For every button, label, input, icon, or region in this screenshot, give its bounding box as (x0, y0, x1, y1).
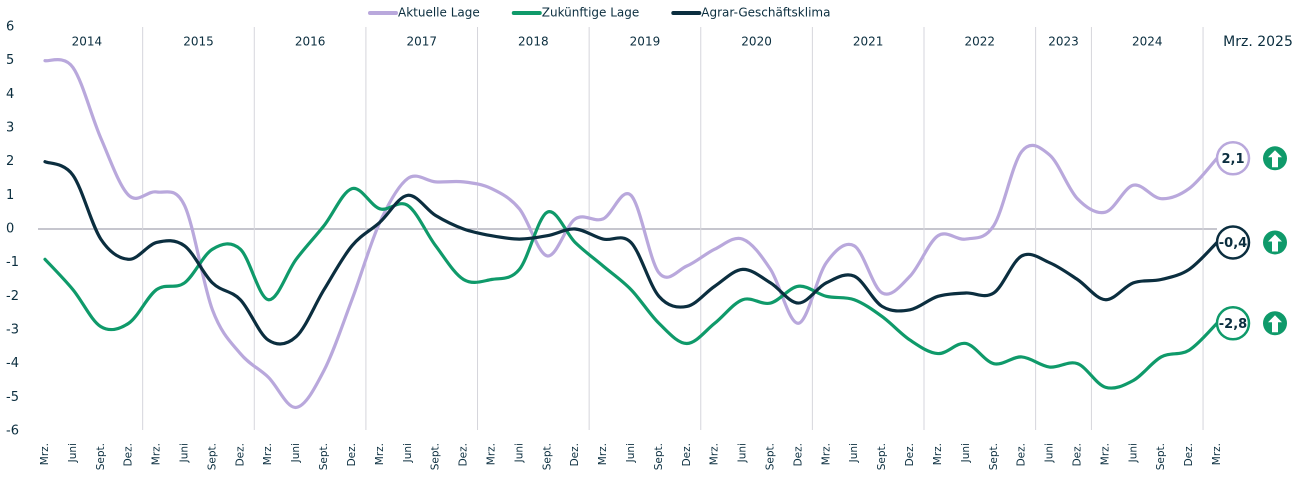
month-label: Juni (290, 443, 302, 463)
year-label: 2020 (741, 35, 772, 49)
month-label: Mrz. (151, 443, 163, 465)
month-label: Sept. (206, 443, 218, 470)
month-label: Dez. (346, 443, 358, 466)
trend-arrow (1268, 315, 1282, 333)
trend-arrow (1268, 150, 1282, 168)
year-label: 2017 (406, 35, 437, 49)
month-label: Sept. (318, 443, 330, 470)
year-label: 2019 (630, 35, 661, 49)
month-label: Dez. (234, 443, 246, 466)
y-tick-label: 0 (6, 222, 14, 237)
end-marker (1215, 306, 1251, 341)
series-line (43, 186, 1219, 390)
month-label: Sept. (653, 443, 665, 470)
legend-label: Zukünftige Lage (542, 6, 640, 20)
month-label: Juni (513, 443, 525, 463)
month-label: Dez. (1071, 443, 1083, 466)
month-label: Sept. (765, 443, 777, 470)
year-label: 2022 (965, 35, 996, 49)
end-value-label: -2,8 (1219, 317, 1247, 332)
month-label: Sept. (988, 443, 1000, 470)
y-tick-label: 3 (6, 121, 14, 136)
month-label: Dez. (904, 443, 916, 466)
y-tick-label: 6 (6, 20, 14, 35)
y-tick-label: 4 (6, 87, 14, 102)
month-label: Dez. (458, 443, 470, 466)
y-tick-label: -2 (6, 289, 19, 304)
month-label: Mrz. (39, 443, 51, 465)
legend-label: Agrar-Geschäftsklima (701, 6, 830, 20)
month-label: Mrz. (1099, 443, 1111, 465)
legend-label: Aktuelle Lage (398, 6, 480, 20)
month-label: Mrz. (485, 443, 497, 465)
end-value-label: 2,1 (1221, 152, 1244, 167)
year-label: 2014 (72, 35, 103, 49)
y-tick-label: -1 (6, 255, 19, 270)
end-value-label: -0,4 (1219, 236, 1247, 251)
y-tick-label: -5 (6, 390, 19, 405)
month-label: Mrz. (374, 443, 386, 465)
y-tick-label: -6 (6, 424, 19, 439)
year-label: 2016 (295, 35, 326, 49)
month-label: Mrz. (709, 443, 721, 465)
month-label: Juni (1044, 443, 1056, 463)
year-label: Mrz. 2025 (1223, 34, 1293, 50)
month-label: Mrz. (932, 443, 944, 465)
year-label: 2021 (853, 35, 884, 49)
month-label: Juni (179, 443, 191, 463)
month-label: Dez. (1016, 443, 1028, 466)
month-label: Sept. (95, 443, 107, 470)
series-line (43, 160, 1219, 346)
end-marker (1215, 225, 1251, 260)
month-label: Juni (960, 443, 972, 463)
month-label: Dez. (1183, 443, 1195, 466)
month-label: Mrz. (1211, 443, 1223, 465)
month-label: Juni (848, 443, 860, 463)
month-label: Mrz. (262, 443, 274, 465)
month-label: Sept. (876, 443, 888, 470)
y-tick-label: 1 (6, 188, 14, 203)
month-label: Dez. (123, 443, 135, 466)
y-tick-label: 2 (6, 154, 14, 169)
end-marker (1215, 141, 1251, 176)
year-label: 2024 (1132, 35, 1163, 49)
y-tick-label: 5 (6, 53, 14, 68)
series-line (43, 58, 1219, 410)
month-label: Sept. (1155, 443, 1167, 470)
year-label: 2015 (183, 35, 214, 49)
month-label: Mrz. (820, 443, 832, 465)
trend-arrow (1268, 234, 1282, 252)
month-label: Juni (737, 443, 749, 463)
month-label: Sept. (541, 443, 553, 470)
month-label: Juni (67, 443, 79, 463)
year-label: 2023 (1048, 35, 1079, 49)
y-tick-label: -4 (6, 356, 19, 371)
month-label: Sept. (430, 443, 442, 470)
month-label: Dez. (681, 443, 693, 466)
month-label: Juni (1127, 443, 1139, 463)
month-label: Dez. (792, 443, 804, 466)
month-label: Mrz. (597, 443, 609, 465)
year-label: 2018 (518, 35, 549, 49)
month-label: Dez. (569, 443, 581, 466)
month-label: Juni (402, 443, 414, 463)
month-label: Juni (625, 443, 637, 463)
y-tick-label: -3 (6, 323, 19, 338)
